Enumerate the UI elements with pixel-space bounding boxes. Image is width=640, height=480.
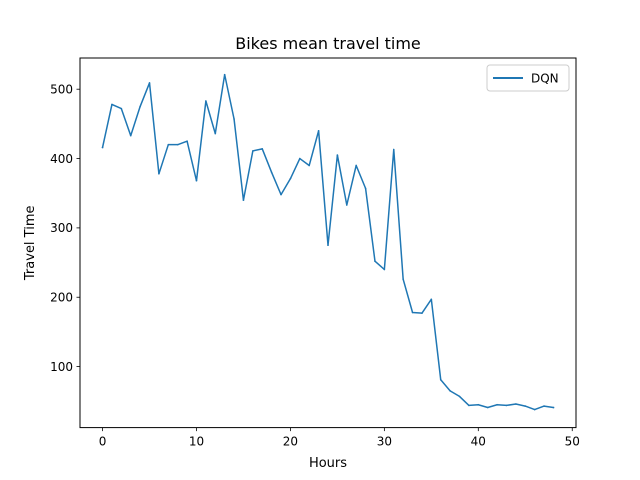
data-point — [468, 404, 470, 407]
data-point — [383, 268, 386, 271]
y-tick-label: 100 — [50, 360, 73, 374]
data-point — [374, 260, 376, 262]
data-point — [543, 405, 545, 407]
data-point — [402, 278, 404, 281]
data-point — [411, 311, 414, 314]
data-point — [195, 179, 198, 182]
data-point — [308, 164, 311, 167]
data-point — [270, 171, 273, 174]
data-point — [458, 395, 461, 398]
x-axis-label: Hours — [309, 456, 347, 471]
x-tick-label: 0 — [99, 435, 107, 449]
data-point — [477, 403, 480, 406]
data-point — [533, 408, 536, 411]
data-point — [327, 244, 329, 247]
data-point — [515, 403, 517, 405]
data-point — [120, 107, 123, 110]
data-point — [280, 193, 282, 196]
x-tick-label: 10 — [189, 435, 204, 449]
data-point — [111, 103, 113, 106]
data-point — [242, 199, 245, 201]
legend: DQN — [486, 64, 570, 92]
x-tick-label: 20 — [283, 435, 298, 449]
data-point — [421, 312, 423, 314]
data-point — [158, 173, 160, 175]
data-point — [205, 100, 207, 102]
axes-frame — [79, 57, 577, 429]
data-point — [167, 143, 170, 146]
y-axis-label: Travel Time — [23, 206, 38, 282]
y-tick-label: 300 — [50, 221, 73, 235]
data-point — [214, 132, 217, 135]
data-point — [364, 187, 367, 190]
data-point — [317, 130, 320, 132]
data-point — [101, 146, 104, 149]
data-point — [392, 148, 395, 151]
legend-box — [486, 64, 570, 92]
x-tick-label: 50 — [565, 435, 580, 449]
data-point — [148, 82, 151, 84]
data-point — [289, 177, 292, 180]
data-point — [449, 390, 451, 392]
y-tick-label: 400 — [50, 152, 73, 166]
data-point — [336, 154, 339, 156]
data-point — [505, 404, 508, 407]
legend-label-dqn: DQN — [531, 72, 559, 86]
data-point — [176, 143, 179, 146]
data-point — [223, 73, 226, 76]
data-point — [430, 298, 433, 301]
data-point — [439, 378, 442, 381]
data-point — [139, 105, 141, 108]
data-point — [524, 405, 527, 407]
y-tick-label: 500 — [50, 83, 73, 97]
chart-title: Bikes mean travel time — [235, 34, 421, 53]
y-axis-ticks: 100 200 300 400 500 — [50, 83, 80, 374]
data-point — [486, 406, 489, 409]
data-point — [233, 118, 235, 120]
data-point — [345, 204, 348, 206]
data-point — [552, 406, 555, 409]
data-point — [186, 140, 188, 143]
x-tick-label: 30 — [377, 435, 392, 449]
data-point — [261, 148, 264, 150]
plot-area: 0 10 20 30 40 50 100 200 300 400 500 — [50, 57, 580, 449]
data-point — [252, 150, 254, 152]
x-axis-ticks: 0 10 20 30 40 50 — [99, 427, 580, 449]
data-point — [299, 157, 301, 160]
series-layer — [101, 73, 555, 411]
data-point — [496, 403, 498, 406]
y-tick-label: 200 — [50, 291, 73, 305]
x-tick-label: 40 — [471, 435, 486, 449]
data-point — [129, 134, 132, 137]
data-point — [355, 164, 357, 167]
